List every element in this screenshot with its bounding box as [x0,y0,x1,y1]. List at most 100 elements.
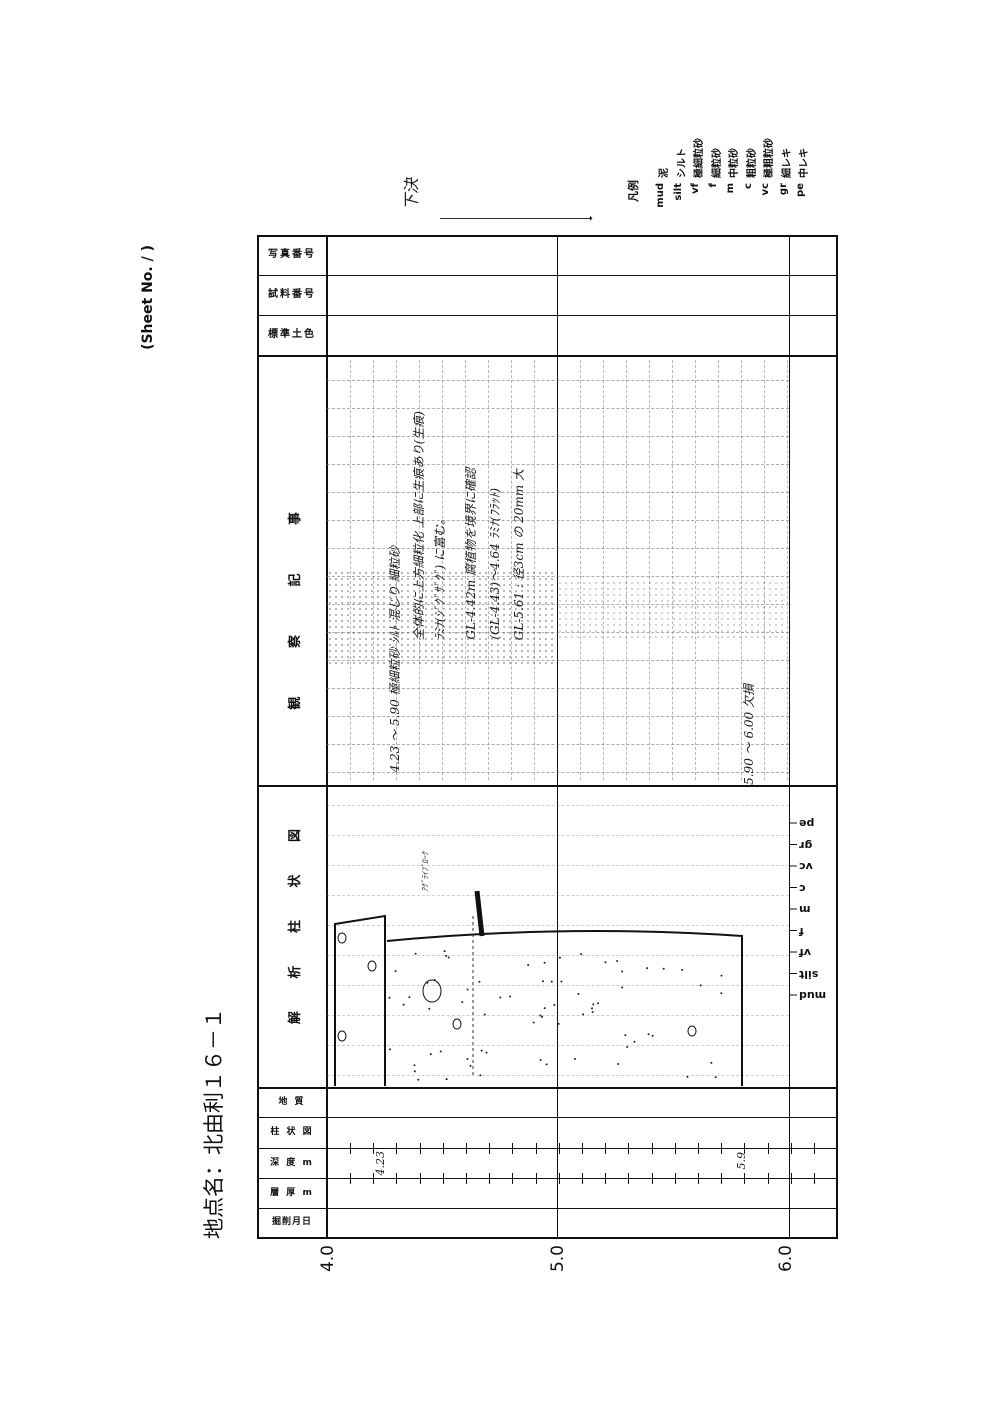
sand-speckle [604,961,607,964]
sand-speckle [710,1061,713,1064]
sand-speckle [466,988,469,991]
grid-line [603,360,604,780]
row-divider [257,785,836,787]
depth-tick [350,1143,351,1154]
grid-line [327,895,789,896]
depth-tick [744,1173,746,1184]
grid-line [327,1075,789,1076]
grid-line [327,1015,789,1016]
sand-speckle [626,1045,629,1048]
depth-tick [814,1173,815,1184]
sand-speckle [699,984,702,987]
grid-line [327,688,789,689]
depth-tick [535,1173,537,1184]
depth-tick [767,1143,769,1154]
column-drawing [334,822,797,1086]
grain-label-pe: pe [799,817,815,830]
sand-speckle [616,959,619,962]
grid-line [327,835,789,836]
grid-line [327,660,789,661]
observation-note: 5.90 ～ 6.00 欠損 [742,684,756,785]
legend-code-mud: mud [655,183,666,208]
grid-line [580,360,581,780]
sand-speckle [499,996,502,999]
legend-label-m: 中粒砂 [729,148,740,178]
depth-tick [442,1143,444,1154]
sand-speckle [541,1015,544,1018]
depth-tick [605,1143,607,1154]
grain-label-gr: gr [799,838,813,852]
depth-tick [396,1173,398,1184]
depth-scale-line [327,1148,834,1149]
grid-line [626,360,627,780]
sand-speckle [541,980,544,983]
grain-label-silt: silt [799,967,819,981]
grid-line [327,576,789,577]
sand-speckle [414,952,417,955]
sand-speckle [413,1070,416,1073]
depth-tick [674,1143,676,1154]
grid-line [327,716,789,717]
header-observation: 観 察 記 事 [288,490,303,710]
grid-line [327,408,789,409]
observation-note: GL-4.42m 腐植物を境界に確認 [464,468,478,640]
legend-code-silt: silt [672,183,684,201]
legend-label-gr: 細レキ [781,148,793,178]
sand-speckle [621,986,624,989]
grain-label-vf: vf [799,946,811,959]
sand-speckle [447,956,450,959]
depth-label-5: 5.0 [548,1245,568,1273]
depth-mark-bottom: 5.9 [735,1152,748,1170]
grid-line [327,865,789,866]
legend-code-gr: gr [777,183,789,196]
legend-code-m: m [725,183,736,194]
grain-label-f: f [799,924,804,938]
depth-tick [489,1173,491,1184]
depth-tick [651,1173,653,1184]
sand-speckle [402,1003,405,1006]
row-divider [257,315,836,316]
grid-line [695,360,696,780]
depth-tick [674,1173,676,1184]
sand-speckle [479,1074,482,1077]
sand-speckle [720,974,723,977]
sand-speckle [580,953,583,956]
grid-line [327,464,789,465]
legend-code-vc: vc [760,183,771,196]
log-table [257,235,838,1239]
sand-speckle [591,1007,594,1010]
sand-speckle [662,967,665,970]
legend-label-vc: 極粗粒砂 [764,138,775,178]
sand-speckle [550,980,553,983]
clast [452,1018,462,1030]
depth-tick [790,1173,792,1184]
depth-tick [767,1173,769,1184]
header-thickness: 層 厚 m [270,1188,314,1198]
legend-code-vf: vf [690,183,701,194]
depth-tick [373,1143,375,1154]
grid-line [649,360,650,780]
depth-tick [558,1173,560,1184]
depth-line-5 [557,235,558,1237]
grid-line [741,360,742,780]
header-divider [326,235,328,1237]
row-divider [257,1117,836,1118]
header-depth: 深 度 m [270,1158,314,1168]
depth-tick [535,1143,537,1154]
legend-label-mud: 泥 [659,168,670,178]
sand-speckle [394,970,397,973]
sand-speckle [433,979,436,982]
sand-speckle [426,981,429,984]
sand-speckle [445,1078,448,1081]
sand-speckle [573,1057,576,1060]
sand-speckle [388,996,391,999]
grid-line [327,632,789,633]
legend-label-silt: シルト [676,148,688,178]
sand-speckle [539,1058,542,1061]
depth-tick [466,1143,467,1154]
sand-speckle [560,980,563,983]
depth-tick [419,1173,421,1184]
sand-speckle [443,950,446,953]
depth-tick [790,1143,792,1154]
depth-tick [512,1173,514,1184]
